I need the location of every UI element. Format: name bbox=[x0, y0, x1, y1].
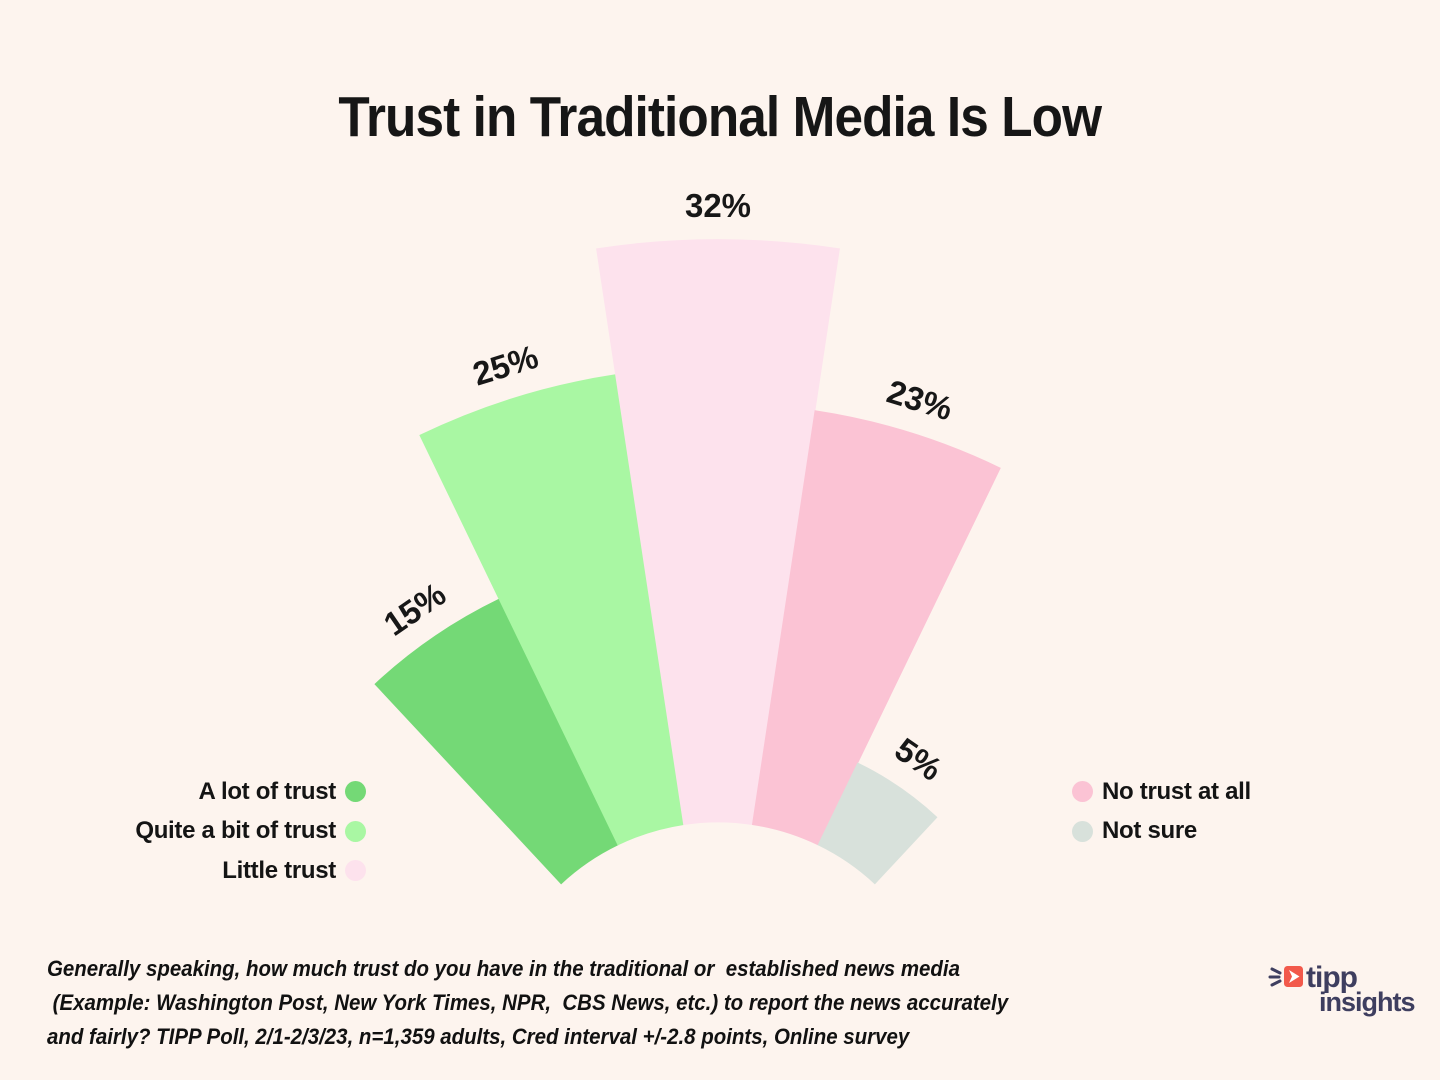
fan-wedge-5 bbox=[817, 762, 938, 885]
wedge-data-label-5: 5% bbox=[888, 730, 948, 787]
logo-word-insights: insights bbox=[1319, 987, 1415, 1017]
legend-right: No trust at all Not sure bbox=[1072, 772, 1251, 851]
footnote-line-1: Generally speaking, how much trust do yo… bbox=[47, 956, 960, 981]
wedge-data-label-4: 23% bbox=[883, 372, 957, 427]
logo-word-tipp: tipp bbox=[1306, 961, 1358, 994]
legend-label: Quite a bit of trust bbox=[135, 817, 336, 845]
footnote: Generally speaking, how much trust do yo… bbox=[47, 952, 1009, 1054]
legend-item-little-trust: Little trust bbox=[222, 851, 366, 891]
footnote-line-3: and fairly? TIPP Poll, 2/1-2/3/23, n=1,3… bbox=[47, 1024, 910, 1049]
legend-left: A lot of trust Quite a bit of trust Litt… bbox=[135, 772, 366, 891]
chart-title-text: Trust in Traditional Media Is Low bbox=[338, 85, 1103, 149]
wedge-data-label-3: 32% bbox=[685, 187, 751, 224]
legend-item-quite-a-bit-of-trust: Quite a bit of trust bbox=[135, 812, 366, 852]
legend-label: Little trust bbox=[222, 856, 336, 884]
legend-item-not-sure: Not sure bbox=[1072, 812, 1197, 852]
fan-wedge-1 bbox=[374, 598, 619, 885]
logo-motion-dashes-icon bbox=[1268, 967, 1282, 987]
fan-wedge-4 bbox=[751, 410, 1001, 846]
wedge-data-label-2: 25% bbox=[468, 338, 542, 393]
chart-title: Trust in Traditional Media Is Low bbox=[0, 84, 1440, 150]
tipp-insights-logo: tipp insights bbox=[1258, 958, 1433, 1023]
fan-wedge-2 bbox=[419, 374, 685, 846]
legend-label: No trust at all bbox=[1102, 777, 1251, 805]
legend-swatch-gray bbox=[1072, 820, 1093, 842]
legend-item-a-lot-of-trust: A lot of trust bbox=[198, 772, 366, 812]
footnote-line-2: (Example: Washington Post, New York Time… bbox=[47, 990, 1009, 1015]
legend-item-no-trust-at-all: No trust at all bbox=[1072, 772, 1251, 812]
legend-label: A lot of trust bbox=[198, 777, 336, 805]
legend-swatch-dark-green bbox=[345, 781, 366, 803]
fan-wedge-3 bbox=[596, 239, 840, 826]
legend-swatch-pink bbox=[1072, 781, 1093, 803]
legend-swatch-pale-pink bbox=[345, 860, 366, 882]
legend-swatch-light-green bbox=[345, 820, 366, 842]
logo-graphic: tipp insights bbox=[1268, 961, 1416, 1017]
legend-label: Not sure bbox=[1102, 817, 1197, 845]
